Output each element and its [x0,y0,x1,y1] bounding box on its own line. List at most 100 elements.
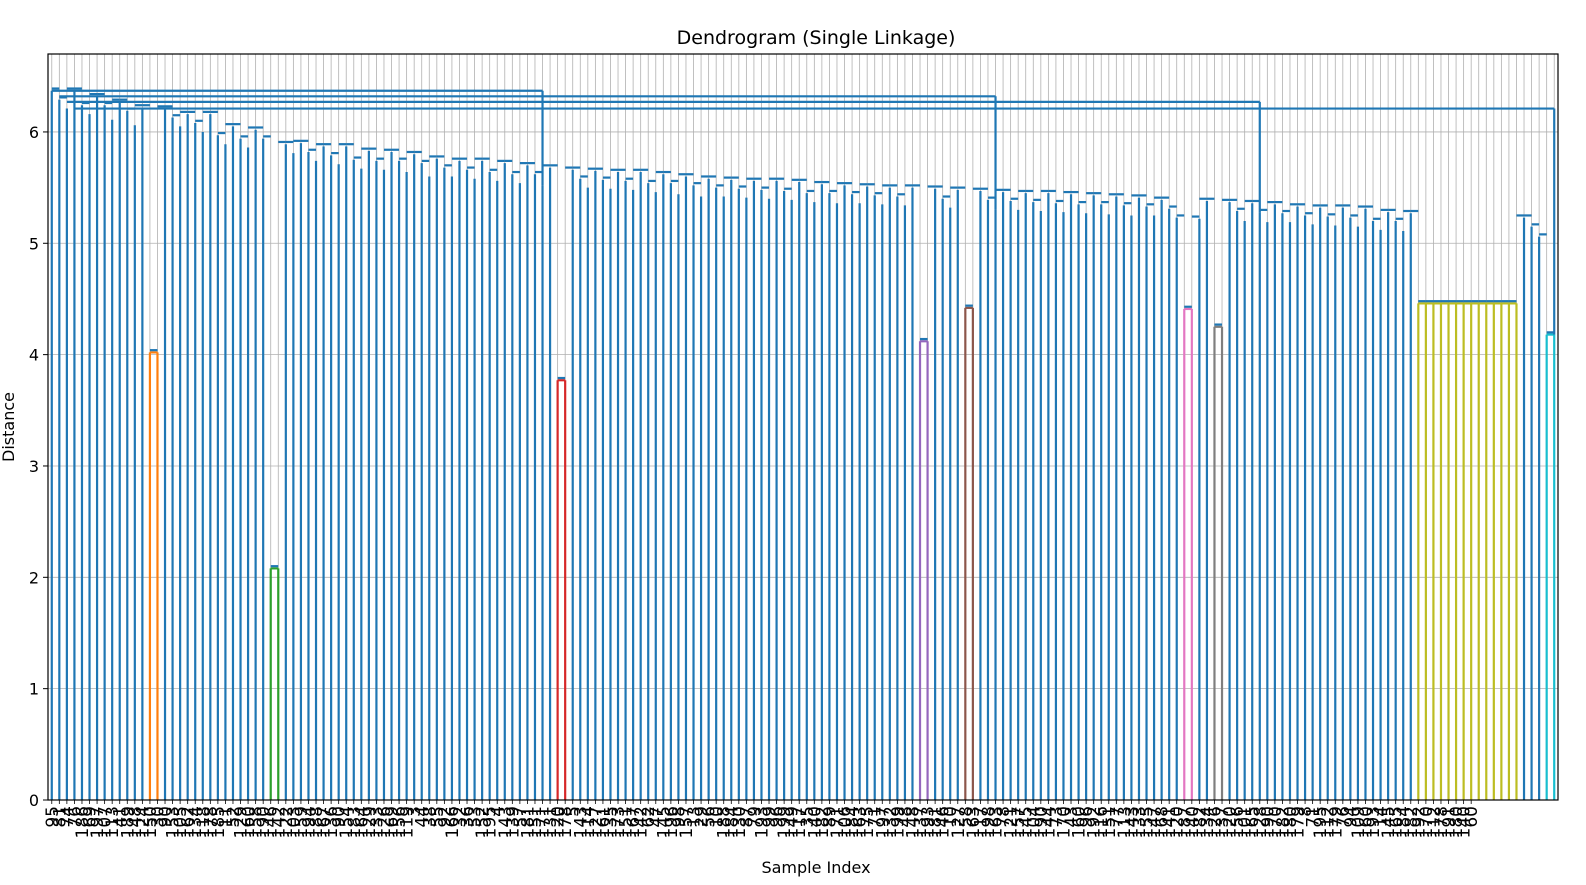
grid [48,54,1558,801]
x-tick-label: 103 [284,806,304,838]
x-tick-label: 78 [994,806,1014,828]
x-tick-label: 144 [1039,806,1059,838]
x-tick-label: 5 [564,806,584,817]
x-tick-label: 187 [1175,806,1195,838]
x-tick-label: 160 [1356,806,1376,838]
x-tick-label: 96 [768,806,788,828]
x-tick-label: 157 [1009,806,1029,838]
x-tick-label: 109 [1349,806,1369,838]
x-tick-label: 173 [609,806,629,838]
x-tick-label: 143 [571,806,591,838]
x-tick-label: 171 [828,806,848,838]
x-tick-label: 114 [579,806,599,838]
x-tick-label: 142 [269,806,289,838]
x-tick-label: 196 [662,806,682,838]
x-tick-label: 43 [1062,806,1082,828]
x-tick-label: 14 [1372,806,1392,828]
x-tick-label: 112 [1319,806,1339,838]
x-tick-label: 170 [1266,806,1286,838]
x-tick-label: 129 [232,806,252,838]
x-tick-label: 193 [1364,806,1384,838]
x-tick-label: 148 [126,806,146,838]
x-tick-label: 165 [1387,806,1407,838]
x-tick-label: 128 [1251,806,1271,838]
x-tick-label: 79 [745,806,765,828]
y-tick-label: 3 [29,457,39,476]
x-tick-label: 145 [654,806,674,838]
x-tick-label: 35 [798,806,818,828]
x-tick-label: 107 [96,806,116,838]
x-tick-label: 60 [1462,806,1482,828]
x-tick-label: 175 [858,806,878,838]
x-tick-label: 53 [466,806,486,828]
x-tick-label: 120 [549,806,569,838]
x-tick-label: 151 [1100,806,1120,838]
x-tick-label: 199 [775,806,795,838]
x-tick-label: 185 [209,806,229,838]
x-tick-label: 112 [1424,806,1444,838]
x-tick-label: 199 [888,806,908,838]
x-tick-label: 192 [1085,806,1105,838]
x-tick-label: 163 [964,806,984,838]
x-tick-label: 99 [760,806,780,828]
x-tick-label: 3 [405,806,425,817]
x-tick-label: 151 [526,806,546,838]
x-tick-label: 195 [481,806,501,838]
x-tick-label: 160 [239,806,259,838]
x-tick-label: 160 [1070,806,1090,838]
x-tick-label: 134 [186,806,206,838]
x-tick-label: 74 [58,806,78,828]
x-tick-label: 48 [896,806,916,828]
x-tick-label: 76 [1334,806,1354,828]
x-tick-label: 156 [1228,806,1248,838]
x-tick-label: 154 [337,806,357,838]
x-tick-label: 10 [941,806,961,828]
x-tick-label: 193 [919,806,939,838]
x-tick-label: 57 [511,806,531,828]
x-tick-label: 152 [473,806,493,838]
x-tick-label: 52 [224,806,244,828]
x-tick-label: 55 [428,806,448,828]
x-tick-label: 143 [1122,806,1142,838]
x-tick-label: 126 [375,806,395,838]
x-tick-label: 113 [103,806,123,838]
x-tick-label: 71 [866,806,886,828]
x-tick-label: 140 [1455,806,1475,838]
x-tick-label: 44 [413,806,433,828]
plot-frame [47,53,1559,801]
x-tick-label: 95 [43,806,63,828]
x-tick-label: 188 [715,806,735,838]
x-tick-label: 190 [1258,806,1278,838]
x-tick-label: 101 [1236,806,1256,838]
x-tick-label: 181 [518,806,538,838]
x-tick-label: 113 [1115,806,1135,838]
x-tick-label: 145 [1379,806,1399,838]
x-tick-label: 69 [81,806,101,828]
x-tick-label: 155 [1138,806,1158,838]
x-tick-label: 183 [345,806,365,838]
x-tick-label: 127 [586,806,606,838]
y-tick-label: 4 [29,346,39,365]
y-tick-label: 0 [29,791,39,810]
y-axis: 0 1 2 3 4 5 6 [29,123,48,810]
x-tick-label: 135 [601,806,621,838]
x-tick-label: 89 [820,806,840,828]
x-tick-label: 136 [322,806,342,838]
x-tick-label: 132 [881,806,901,838]
dendrogram-links [50,87,1556,800]
x-tick-label: 76 [65,806,85,828]
x-tick-label: 197 [873,806,893,838]
x-tick-label: 192 [1409,806,1429,838]
y-tick-label: 5 [29,234,39,253]
x-tick-label: 121 [1002,806,1022,838]
x-tick-label: 189 [118,806,138,838]
x-tick-label: 170 [1417,806,1437,838]
x-tick-label: 178 [556,806,576,838]
x-tick-label: 137 [911,806,931,838]
x-tick-label: 182 [813,806,833,838]
x-tick-label: 120 [1221,806,1241,838]
y-axis-label: Distance [0,392,18,462]
x-tick-label: 148 [903,806,923,838]
x-tick-label: 140 [1183,806,1203,838]
